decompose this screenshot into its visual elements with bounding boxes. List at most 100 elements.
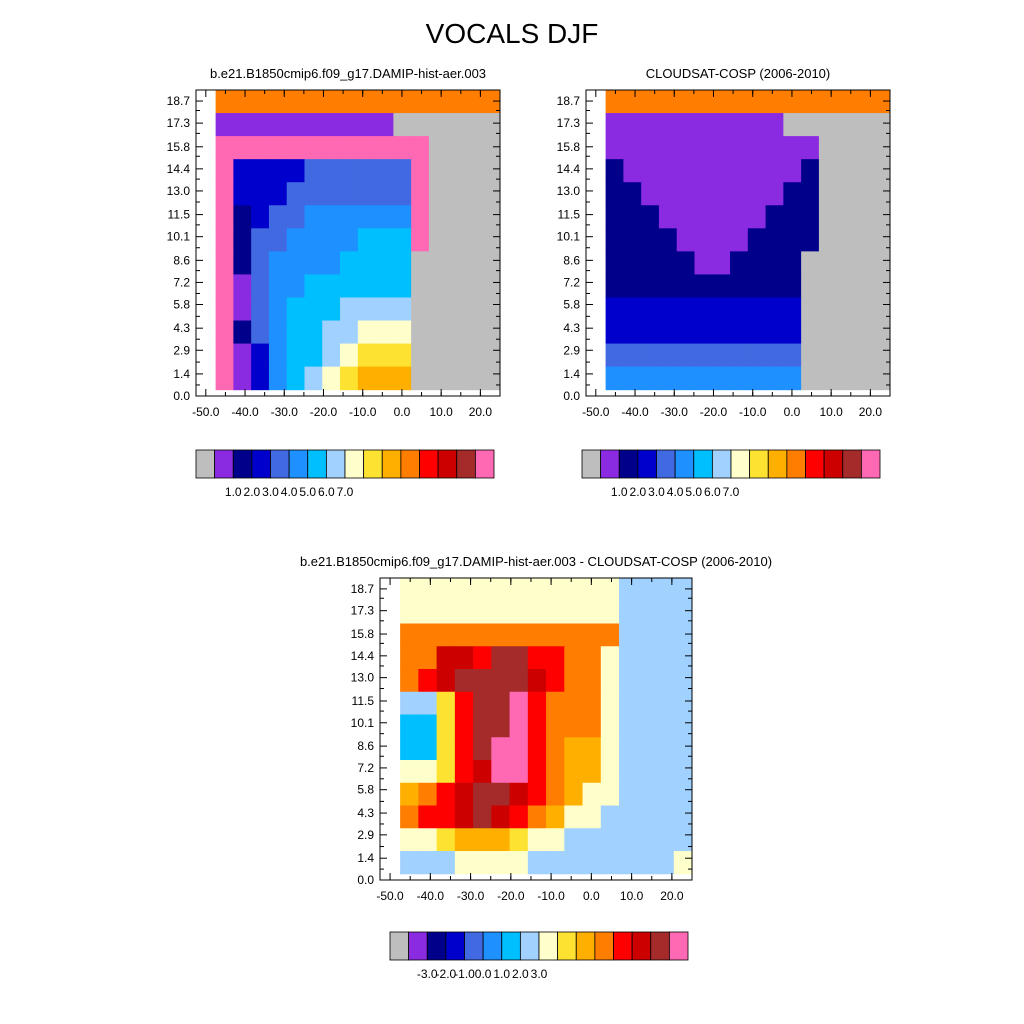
heatmap-cell bbox=[605, 113, 624, 137]
y-tick-label: 17.3 bbox=[167, 116, 191, 130]
heatmap-cell bbox=[582, 646, 602, 670]
heatmap-cell bbox=[637, 737, 657, 761]
heatmap-cell bbox=[637, 578, 657, 602]
colorbar-swatch bbox=[288, 449, 309, 479]
y-tick-label: 18.7 bbox=[167, 94, 191, 108]
heatmap-cell bbox=[428, 320, 448, 345]
colorbar-swatch bbox=[711, 449, 732, 479]
heatmap-cell bbox=[619, 691, 638, 716]
x-tick-label: 10.0 bbox=[429, 405, 453, 419]
x-tick-label: -50.0 bbox=[192, 405, 220, 419]
heatmap-cell bbox=[641, 182, 660, 206]
heatmap-cell bbox=[564, 646, 584, 670]
heatmap-cell bbox=[765, 182, 784, 206]
colorbar-swatch bbox=[749, 449, 769, 479]
heatmap-cell bbox=[464, 343, 483, 368]
heatmap-cell bbox=[375, 228, 394, 252]
heatmap-cell bbox=[872, 297, 891, 322]
heatmap-cell bbox=[673, 691, 693, 716]
heatmap-cell bbox=[509, 578, 529, 602]
heatmap-cell bbox=[233, 366, 252, 391]
heatmap-cell bbox=[747, 182, 767, 206]
heatmap-cell bbox=[747, 228, 767, 252]
heatmap-cell bbox=[694, 297, 713, 322]
heatmap-cell bbox=[872, 182, 891, 206]
heatmap-cell bbox=[268, 136, 288, 160]
y-tick-label: 10.1 bbox=[351, 716, 375, 730]
heatmap-cell bbox=[783, 251, 802, 275]
heatmap-cell bbox=[582, 805, 602, 829]
colorbar-swatch bbox=[501, 931, 521, 961]
colorbar-label: 3.0 bbox=[531, 967, 548, 981]
heatmap-cell bbox=[509, 828, 529, 852]
heatmap-cell bbox=[854, 366, 873, 391]
colorbar-swatch bbox=[519, 931, 540, 961]
heatmap-cell bbox=[658, 320, 678, 345]
heatmap-cell bbox=[215, 343, 234, 368]
x-tick-label: -30.0 bbox=[457, 889, 485, 903]
colorbar-swatch bbox=[437, 449, 458, 479]
heatmap-cell bbox=[872, 159, 891, 183]
heatmap-cell bbox=[393, 182, 412, 206]
heatmap-cell bbox=[623, 366, 642, 391]
y-tick-label: 7.2 bbox=[357, 761, 374, 775]
heatmap-cell bbox=[268, 274, 288, 298]
heatmap-cell bbox=[436, 782, 456, 807]
colorbar-swatch bbox=[575, 931, 596, 961]
heatmap-cell bbox=[357, 136, 377, 160]
heatmap-cell bbox=[730, 159, 749, 183]
heatmap-cell bbox=[658, 113, 678, 137]
colorbar-swatch bbox=[381, 449, 402, 479]
heatmap-cell bbox=[340, 343, 359, 368]
heatmap-cell bbox=[605, 182, 624, 206]
y-tick-label: 2.9 bbox=[357, 828, 374, 842]
heatmap-cell bbox=[564, 805, 584, 829]
heatmap-cell bbox=[357, 205, 377, 229]
heatmap-cell bbox=[673, 600, 693, 625]
heatmap-cell bbox=[546, 669, 565, 693]
heatmap-cell bbox=[491, 851, 511, 875]
x-tick-label: 20.0 bbox=[660, 889, 684, 903]
heatmap-cell bbox=[818, 343, 838, 368]
heatmap-cell bbox=[340, 159, 359, 183]
heatmap-cell bbox=[730, 251, 749, 275]
colorbar-swatch bbox=[842, 449, 862, 479]
heatmap-cell bbox=[473, 805, 492, 829]
heatmap-cell bbox=[491, 600, 511, 625]
heatmap-cell bbox=[836, 159, 855, 183]
heatmap-cell bbox=[411, 320, 430, 345]
heatmap-cell bbox=[765, 113, 784, 137]
heatmap-cell bbox=[641, 228, 660, 252]
heatmap-cell bbox=[600, 737, 620, 761]
heatmap-cell bbox=[527, 578, 547, 602]
x-tick-label: 20.0 bbox=[859, 405, 883, 419]
heatmap-cell bbox=[473, 691, 492, 716]
heatmap-cell bbox=[765, 90, 784, 114]
y-tick-label: 2.9 bbox=[563, 343, 580, 357]
y-tick-label: 13.0 bbox=[351, 671, 375, 685]
heatmap-cell bbox=[215, 113, 234, 137]
heatmap-cell bbox=[436, 600, 456, 625]
heatmap-cell bbox=[564, 600, 584, 625]
heatmap-cell bbox=[375, 320, 394, 345]
heatmap-cell bbox=[454, 805, 474, 829]
heatmap-cell bbox=[641, 251, 660, 275]
heatmap-cell bbox=[411, 205, 430, 229]
heatmap-cell bbox=[658, 297, 678, 322]
colorbar-label: 3.0 bbox=[262, 485, 279, 499]
heatmap-cell bbox=[411, 228, 430, 252]
heatmap-cell bbox=[418, 669, 438, 693]
heatmap-cell bbox=[473, 828, 492, 852]
x-tick-label: -50.0 bbox=[582, 405, 610, 419]
heatmap-cell bbox=[765, 251, 784, 275]
heatmap-cell bbox=[619, 578, 638, 602]
heatmap-cell bbox=[473, 737, 492, 761]
heatmap-cell bbox=[854, 90, 873, 114]
heatmap-cell bbox=[818, 205, 838, 229]
colorbar-label: -3.0 bbox=[417, 967, 438, 981]
heatmap-cell bbox=[357, 228, 377, 252]
heatmap-cell bbox=[676, 113, 695, 137]
heatmap-cell bbox=[582, 828, 602, 852]
heatmap-cell bbox=[233, 113, 252, 137]
heatmap-cell bbox=[623, 251, 642, 275]
